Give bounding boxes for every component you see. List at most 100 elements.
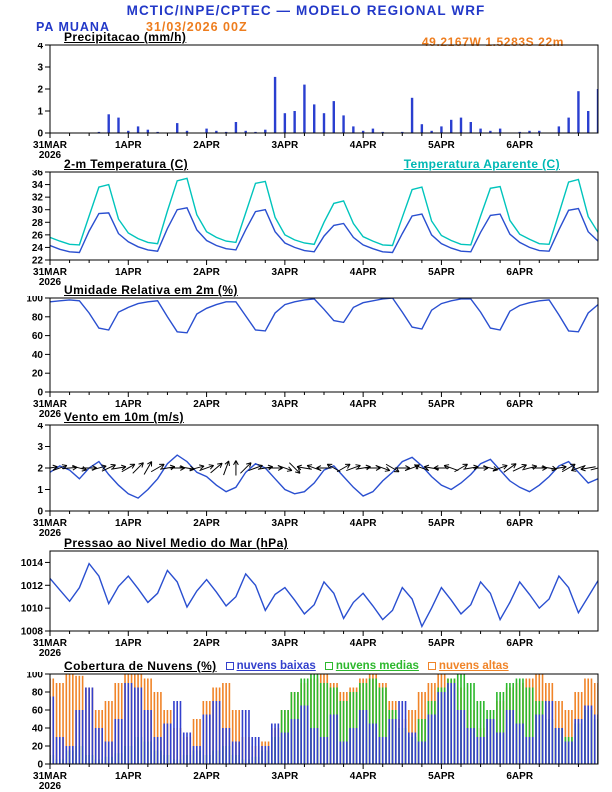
svg-text:3APR: 3APR	[272, 399, 299, 410]
svg-text:1012: 1012	[21, 581, 44, 592]
svg-text:2APR: 2APR	[193, 518, 220, 529]
high-clouds-swatch-icon	[427, 662, 436, 670]
svg-text:60: 60	[32, 706, 44, 717]
svg-text:6APR: 6APR	[506, 399, 533, 410]
svg-text:36: 36	[32, 170, 44, 179]
panel-title-pressure: Pressao ao Nivel Medio do Mar (hPa)	[64, 536, 289, 550]
svg-text:1010: 1010	[21, 604, 44, 615]
svg-text:31MAR: 31MAR	[33, 518, 68, 529]
svg-text:31MAR: 31MAR	[33, 399, 68, 410]
panel-title-humidity: Umidade Relativa em 2m (%)	[64, 283, 238, 297]
svg-text:6APR: 6APR	[506, 518, 533, 529]
svg-text:4APR: 4APR	[350, 399, 377, 410]
svg-text:2APR: 2APR	[193, 771, 220, 782]
svg-text:2: 2	[37, 464, 43, 475]
svg-text:1APR: 1APR	[115, 267, 142, 278]
svg-text:5APR: 5APR	[428, 399, 455, 410]
svg-text:6APR: 6APR	[506, 140, 533, 151]
svg-text:6APR: 6APR	[506, 771, 533, 782]
svg-text:80: 80	[32, 312, 44, 323]
svg-text:1APR: 1APR	[115, 140, 142, 151]
svg-text:31MAR: 31MAR	[33, 140, 68, 151]
legend-low-clouds: nuvens baixas	[225, 660, 316, 672]
svg-text:4: 4	[37, 423, 43, 432]
legend-high-clouds-label: nuvens altas	[438, 660, 509, 672]
svg-text:2: 2	[37, 85, 43, 96]
svg-text:80: 80	[32, 688, 44, 699]
svg-text:2026: 2026	[39, 781, 62, 792]
svg-text:1014: 1014	[21, 558, 44, 569]
legend-high-clouds: nuvens altas	[427, 660, 509, 672]
svg-text:1APR: 1APR	[115, 399, 142, 410]
svg-text:100: 100	[26, 296, 43, 305]
run-datetime: 31/03/2026 00Z	[146, 20, 248, 34]
svg-text:4APR: 4APR	[350, 267, 377, 278]
svg-text:32: 32	[32, 193, 44, 204]
svg-text:60: 60	[32, 331, 44, 342]
svg-text:3: 3	[37, 63, 43, 74]
svg-text:3APR: 3APR	[272, 267, 299, 278]
legend-mid-clouds-label: nuvens medias	[335, 660, 419, 672]
svg-text:2APR: 2APR	[193, 399, 220, 410]
mid-clouds-swatch-icon	[324, 662, 333, 670]
svg-text:3APR: 3APR	[272, 140, 299, 151]
svg-text:2026: 2026	[39, 648, 62, 659]
svg-text:6APR: 6APR	[506, 267, 533, 278]
svg-text:3APR: 3APR	[272, 638, 299, 649]
low-clouds-swatch-icon	[225, 662, 234, 670]
svg-text:4APR: 4APR	[350, 771, 377, 782]
svg-text:6APR: 6APR	[506, 638, 533, 649]
svg-text:5APR: 5APR	[428, 518, 455, 529]
svg-text:34: 34	[32, 180, 44, 191]
svg-text:5APR: 5APR	[428, 140, 455, 151]
svg-text:4APR: 4APR	[350, 518, 377, 529]
svg-text:31MAR: 31MAR	[33, 771, 68, 782]
svg-text:3APR: 3APR	[272, 518, 299, 529]
svg-text:1APR: 1APR	[115, 771, 142, 782]
svg-text:22: 22	[32, 256, 44, 267]
panel-title-clouds: Cobertura de Nuvens (%)	[64, 659, 217, 673]
app-title: MCTIC/INPE/CPTEC — MODELO REGIONAL WRF	[126, 3, 486, 18]
svg-text:1APR: 1APR	[115, 518, 142, 529]
svg-text:0: 0	[37, 388, 43, 399]
svg-text:1: 1	[37, 485, 43, 496]
svg-text:1008: 1008	[21, 627, 44, 638]
svg-text:5APR: 5APR	[428, 267, 455, 278]
svg-text:5APR: 5APR	[428, 638, 455, 649]
svg-text:4: 4	[37, 43, 43, 52]
svg-text:2026: 2026	[39, 528, 62, 539]
svg-text:4APR: 4APR	[350, 638, 377, 649]
svg-text:2026: 2026	[39, 150, 62, 161]
svg-text:2APR: 2APR	[193, 638, 220, 649]
svg-text:31MAR: 31MAR	[33, 267, 68, 278]
svg-text:3: 3	[37, 442, 43, 453]
panel-title-wind: Vento em 10m (m/s)	[64, 410, 184, 424]
svg-text:0: 0	[37, 760, 43, 771]
svg-text:0: 0	[37, 129, 43, 140]
svg-text:2APR: 2APR	[193, 267, 220, 278]
svg-text:30: 30	[32, 205, 44, 216]
panel-title-precipitation: Precipitacao (mm/h)	[64, 30, 187, 44]
svg-text:0: 0	[37, 507, 43, 518]
svg-text:26: 26	[32, 230, 44, 241]
svg-text:20: 20	[32, 742, 44, 753]
svg-text:3APR: 3APR	[272, 771, 299, 782]
svg-text:2APR: 2APR	[193, 140, 220, 151]
svg-text:40: 40	[32, 724, 44, 735]
station-name: PA MUANA	[36, 20, 110, 34]
cloud-panel-header: Cobertura de Nuvens (%) nuvens baixas nu…	[64, 659, 509, 673]
legend-mid-clouds: nuvens medias	[324, 660, 419, 672]
svg-text:28: 28	[32, 218, 44, 229]
svg-text:5APR: 5APR	[428, 771, 455, 782]
svg-text:1APR: 1APR	[115, 638, 142, 649]
legend-low-clouds-label: nuvens baixas	[236, 660, 316, 672]
svg-text:40: 40	[32, 350, 44, 361]
svg-text:4APR: 4APR	[350, 140, 377, 151]
